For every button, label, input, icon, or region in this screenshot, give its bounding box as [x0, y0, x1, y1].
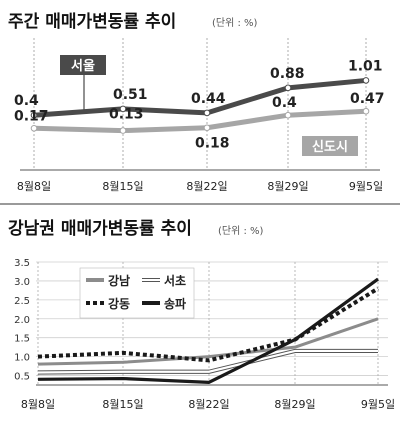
gangnam-change-chart-panel: 강남권 매매가변동률 추이 (단위 : %) 0.5 1.0 1.5 2.0 2.5 3.0 3… — [0, 210, 400, 418]
panel-divider — [0, 203, 400, 205]
x-tick-label: 9월5일 — [349, 179, 383, 193]
data-label: 0.13 — [109, 107, 144, 123]
weekly-change-chart-panel: 주간 매매가변동률 추이 (단위 : %) 0.4 0.51 0.44 0.88 1.01 0… — [0, 0, 400, 200]
series-line-송파 — [37, 277, 379, 384]
legend-label: 서초 — [164, 273, 186, 288]
x-tick-label: 8월29일 — [267, 179, 308, 193]
chart-title: 주간 매매가변동률 추이 — [8, 12, 176, 32]
data-point — [119, 127, 127, 134]
data-point — [203, 124, 211, 132]
data-label: 0.4 — [14, 93, 39, 109]
series-line-강남 — [37, 317, 379, 366]
series-label-box — [302, 136, 358, 156]
data-point — [362, 77, 370, 84]
legend-box — [79, 267, 195, 319]
unit-note: (단위 : %) — [218, 224, 264, 237]
chart-title: 강남권 매매가변동률 추이 — [8, 219, 192, 239]
x-tick-label: 8월22일 — [186, 179, 227, 193]
x-tick-label: 8월15일 — [102, 397, 143, 411]
y-tick-label: 2.5 — [14, 296, 30, 307]
legend-label: 강동 — [108, 297, 130, 311]
gangnam-change-chart: 강남권 매매가변동률 추이 (단위 : %) 0.5 1.0 1.5 2.0 2.5 3.0 3… — [8, 219, 395, 411]
series-label-text: 신도시 — [312, 140, 348, 155]
data-point — [203, 109, 211, 117]
series-line-서초 — [37, 349, 378, 374]
y-tick-label: 0.5 — [14, 372, 30, 383]
y-tick-label: 2.0 — [14, 315, 30, 326]
data-point — [284, 111, 292, 119]
x-tick-label: 9월5일 — [361, 397, 395, 411]
weekly-change-chart: 주간 매매가변동률 추이 (단위 : %) 0.4 0.51 0.44 0.88 1.01 0… — [8, 12, 385, 193]
y-tick-label: 3.5 — [14, 258, 30, 269]
x-tick-label: 8월8일 — [21, 397, 55, 411]
data-point — [30, 111, 38, 119]
x-tick-label: 8월15일 — [102, 179, 143, 193]
data-point — [362, 107, 370, 115]
data-label: 0.88 — [270, 66, 305, 82]
unit-note: (단위 : %) — [212, 16, 258, 29]
data-label: 1.01 — [348, 58, 383, 74]
series-line-강동 — [37, 286, 380, 363]
x-tick-label: 8월8일 — [17, 179, 51, 193]
y-tick-label: 1.0 — [14, 353, 30, 364]
data-label: 0.17 — [14, 108, 49, 124]
data-label: 0.4 — [272, 95, 297, 111]
y-tick-label: 3.0 — [14, 277, 30, 288]
legend-label: 송파 — [164, 296, 186, 311]
data-label: 0.18 — [195, 136, 230, 152]
data-label: 0.44 — [191, 91, 226, 107]
data-label: 0.51 — [113, 87, 148, 103]
y-tick-label: 1.5 — [14, 334, 30, 345]
data-point — [30, 125, 38, 132]
series-label-text: 서울 — [71, 58, 95, 74]
legend-label: 강남 — [108, 273, 130, 288]
data-label: 0.47 — [350, 91, 385, 107]
series-label-box — [60, 55, 106, 75]
data-point — [284, 84, 292, 92]
x-tick-label: 8월22일 — [188, 397, 229, 411]
x-tick-label: 8월29일 — [274, 397, 315, 411]
data-point — [119, 105, 127, 113]
